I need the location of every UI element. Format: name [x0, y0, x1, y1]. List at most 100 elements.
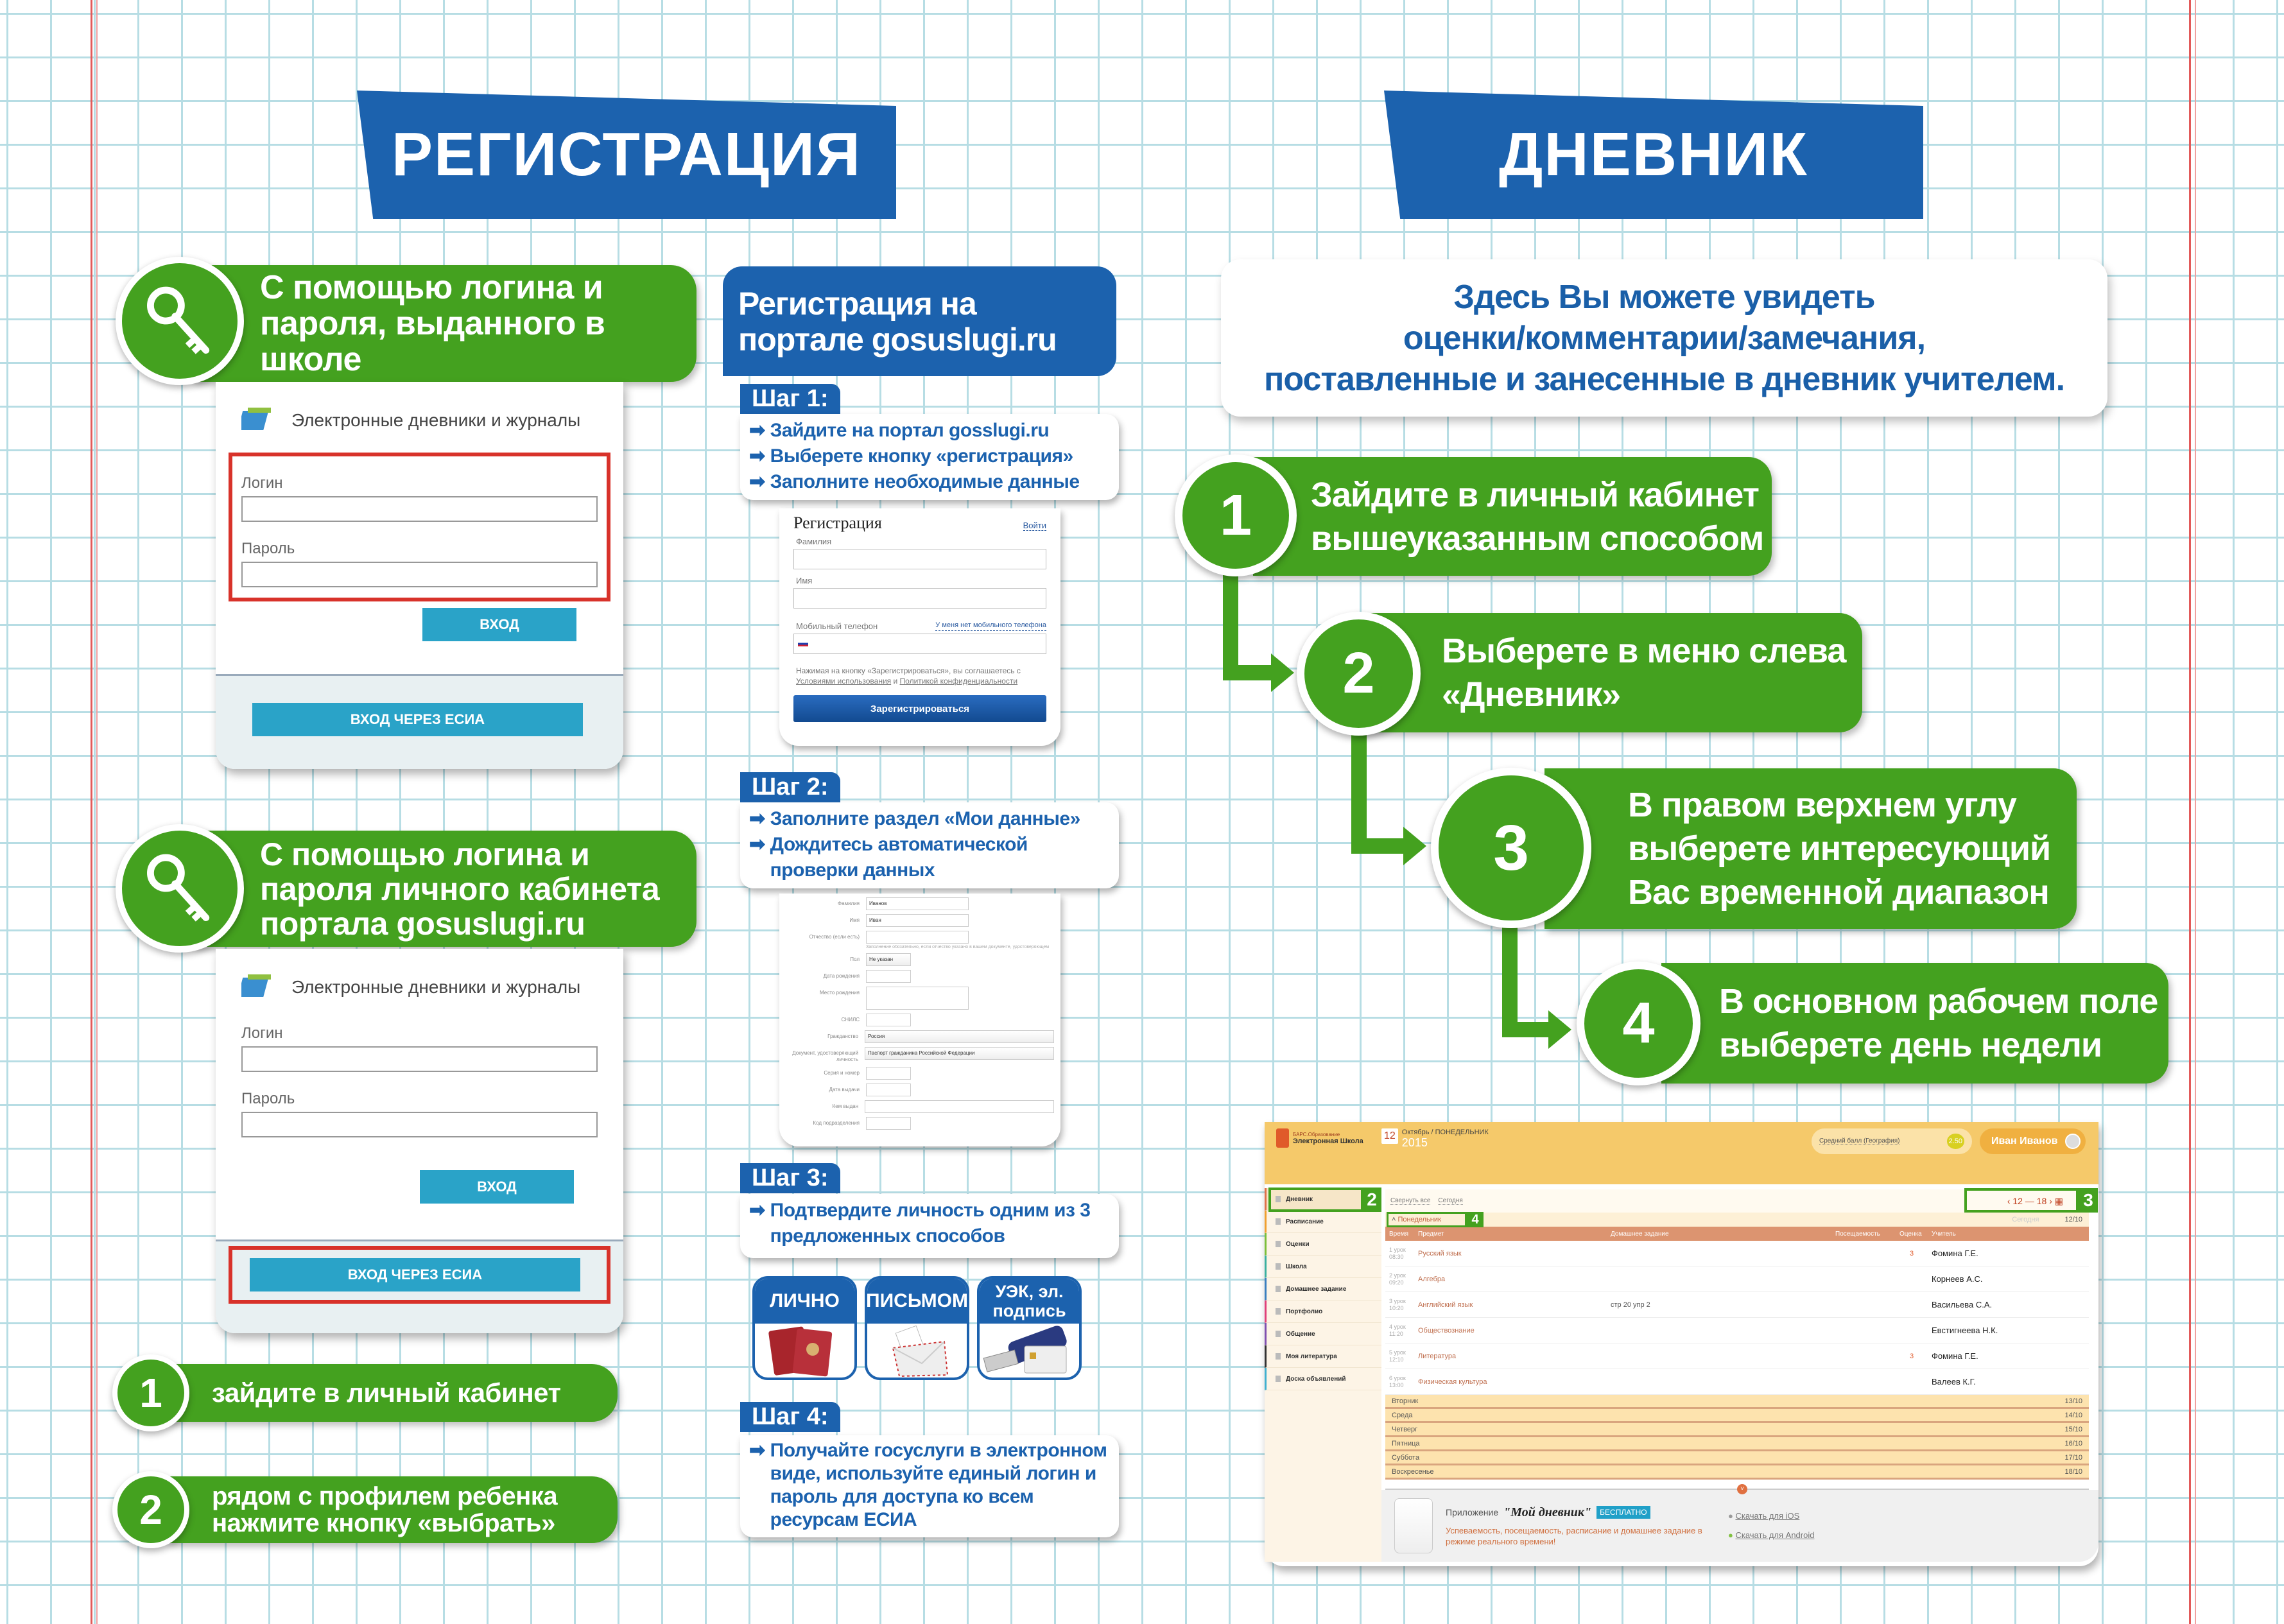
ios-link[interactable]: Скачать для iOS	[1735, 1511, 1800, 1521]
day-row[interactable]: Суббота 17/10	[1385, 1451, 2089, 1465]
avatar	[2065, 1134, 2081, 1149]
name-input[interactable]	[793, 588, 1046, 609]
subject[interactable]: Английский язык	[1418, 1300, 1473, 1309]
user-name: Иван Иванов	[1991, 1136, 2058, 1146]
password-input[interactable]	[241, 562, 598, 587]
field-label: Отчество (если есть)	[809, 934, 860, 940]
field-input[interactable]: Россия	[865, 1030, 1054, 1043]
field-input[interactable]: Иван	[866, 914, 969, 927]
column-header: Домашнее задание	[1611, 1230, 1669, 1238]
sidebar-item-label: Дневник	[1286, 1195, 1313, 1203]
login-button[interactable]: ВХОД	[420, 1170, 574, 1204]
sidebar-item-label: Общение	[1286, 1330, 1315, 1338]
brand: БАРС.Образование Электронная Школа	[1265, 1128, 1381, 1148]
subject[interactable]: Физическая культура	[1418, 1378, 1487, 1386]
sidebar-item[interactable]: Общение	[1265, 1323, 1381, 1345]
subject[interactable]: Обществознание	[1418, 1326, 1475, 1335]
field-input[interactable]: Не указан	[866, 953, 911, 966]
sidebar-item[interactable]: Портфолио	[1265, 1300, 1381, 1323]
mark: 3	[1909, 1352, 1914, 1360]
lesson-row[interactable]: 2 урок 09:20 Алгебра Корнеев А.С.	[1385, 1266, 2089, 1292]
field-input[interactable]: Паспорт гражданина Российской Федерации	[865, 1047, 1054, 1060]
week-range[interactable]: ‹ 12 — 18 › ▦	[2007, 1195, 2063, 1206]
lesson-start: 12:10	[1389, 1356, 1404, 1363]
day-monday[interactable]: ˄ Понедельник Сегодня 12/10	[1385, 1213, 2089, 1227]
register-button[interactable]: Зарегистрироваться	[793, 695, 1046, 722]
day-row[interactable]: Четверг 15/10	[1385, 1423, 2089, 1437]
lesson-row[interactable]: 5 урок 12:10 Литература 3 Фомина Г.Е.	[1385, 1343, 2089, 1369]
usb-token-icon	[983, 1326, 1067, 1374]
signin-link[interactable]: Войти	[1023, 521, 1046, 531]
step-line: Зайдите в личный кабинет	[1311, 475, 1760, 514]
average-grade[interactable]: Средний балл (География) 2.50	[1812, 1128, 1972, 1154]
form-row: Гражданство Россия	[786, 1030, 1054, 1043]
user-menu[interactable]: Иван Иванов	[1980, 1128, 2086, 1154]
esia-login-button[interactable]: ВХОД ЧЕРЕЗ ЕСИА	[252, 703, 583, 736]
login-input[interactable]	[241, 496, 598, 522]
column-header: Оценка	[1899, 1230, 1922, 1238]
terms-link[interactable]: Условиями использования	[796, 677, 892, 686]
arrow-icon: ➡	[749, 834, 765, 855]
avg-value: 2.50	[1946, 1134, 1964, 1149]
calendar-icon[interactable]: ▦	[2054, 1195, 2063, 1206]
field-input[interactable]	[866, 970, 911, 983]
sidebar-item[interactable]: Оценки	[1265, 1233, 1381, 1256]
sidebar-item-label: Портфолио	[1286, 1308, 1323, 1315]
subject[interactable]: Русский язык	[1418, 1249, 1462, 1257]
diary-step-4: В основном рабочем поле выберете день нед…	[1661, 963, 2168, 1084]
day-label: Вторник	[1392, 1397, 1419, 1405]
android-link[interactable]: Скачать для Android	[1735, 1530, 1815, 1540]
day-row[interactable]: Пятница 16/10	[1385, 1437, 2089, 1451]
collapse-all-link[interactable]: Свернуть все	[1390, 1197, 1431, 1205]
name-label: Имя	[796, 576, 813, 585]
field-label: Дата выдачи	[829, 1087, 860, 1093]
login-input[interactable]	[241, 1046, 598, 1072]
no-phone-link[interactable]: У меня нет мобильного телефона	[935, 621, 1046, 631]
sidebar-item[interactable]: Домашнее задание	[1265, 1278, 1381, 1300]
lesson-row[interactable]: 1 урок 08:30 Русский язык 3 Фомина Г.Е.	[1385, 1241, 2089, 1266]
field-input[interactable]	[866, 1117, 911, 1130]
day-row[interactable]: Среда 14/10	[1385, 1409, 2089, 1423]
day-label: Среда	[1392, 1411, 1413, 1419]
teacher: Васильева С.А.	[1932, 1300, 1993, 1309]
field-input[interactable]	[866, 987, 969, 1010]
phone-input[interactable]	[793, 634, 1046, 654]
form-row: Код подразделения	[786, 1117, 1054, 1130]
privacy-link[interactable]: Политикой конфиденциальности	[899, 677, 1018, 686]
lesson-time: 3 урок 10:20	[1385, 1298, 1414, 1312]
field-input[interactable]	[866, 1084, 911, 1096]
field-input[interactable]	[866, 1067, 911, 1080]
subject[interactable]: Литература	[1418, 1352, 1457, 1360]
esia-login-button[interactable]: ВХОД ЧЕРЕЗ ЕСИА	[250, 1258, 580, 1291]
field-label: СНИЛС	[841, 1017, 860, 1023]
field-input[interactable]	[865, 1100, 1054, 1113]
sidebar-item[interactable]: Школа	[1265, 1256, 1381, 1278]
lesson-row[interactable]: 6 урок 13:00 Физическая культура Валеев К.Г…	[1385, 1369, 2089, 1395]
gosuslugi-registration-form: Регистрация Войти Фамилия Имя Мобильный …	[779, 508, 1060, 746]
subject[interactable]: Алгебра	[1418, 1275, 1446, 1283]
field-label: Место рождения	[820, 990, 860, 996]
left-step-2: рядом с профилем ребенка нажмите кнопку …	[167, 1476, 618, 1543]
day-row[interactable]: Воскресенье 18/10	[1385, 1465, 2089, 1480]
expand-icon[interactable]: ˅	[1737, 1484, 1747, 1494]
intro-line: поставленные и занесенные в дневник учит…	[1263, 360, 2065, 398]
sidebar-item[interactable]: Доска объявлений	[1265, 1368, 1381, 1390]
field-input[interactable]	[866, 1014, 911, 1026]
brand-top: БАРС.Образование	[1293, 1131, 1340, 1137]
field-input[interactable]	[866, 931, 969, 944]
lesson-row[interactable]: 3 урок 10:20 Английский язык стр 20 упр 2 Ва…	[1385, 1292, 2089, 1318]
today-link[interactable]: Сегодня	[1438, 1197, 1463, 1205]
form-row: СНИЛС	[786, 1014, 1054, 1026]
lesson-number: 3 урок	[1389, 1297, 1406, 1304]
field-input[interactable]: Иванов	[866, 897, 969, 910]
login-button[interactable]: ВХОД	[422, 608, 576, 641]
sidebar-item[interactable]: Моя литература	[1265, 1345, 1381, 1368]
day-date: 17/10	[2064, 1453, 2082, 1462]
arrow-icon: ➡	[749, 808, 765, 829]
password-input[interactable]	[241, 1112, 598, 1137]
surname-input[interactable]	[793, 549, 1046, 569]
method-uek-signature: УЭК, эл. подпись	[977, 1276, 1082, 1380]
day-row[interactable]: Вторник 13/10	[1385, 1395, 2089, 1409]
lesson-row[interactable]: 4 урок 11:20 Обществознание Евстигнеева Н.К…	[1385, 1318, 2089, 1343]
sidebar-item[interactable]: Расписание	[1265, 1211, 1381, 1233]
